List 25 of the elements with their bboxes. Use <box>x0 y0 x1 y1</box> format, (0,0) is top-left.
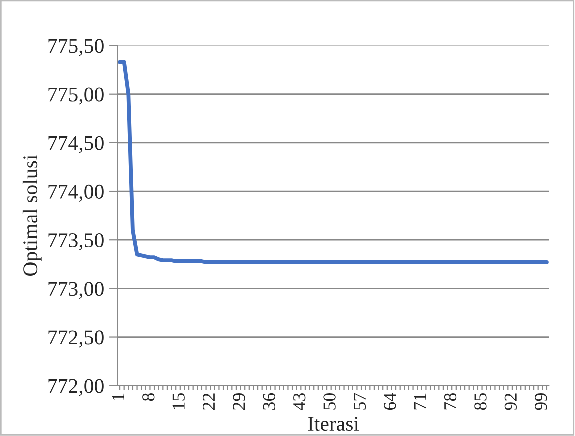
x-tick-label: 85 <box>474 394 487 410</box>
x-tick-label: 57 <box>354 393 366 410</box>
y-tick-label: 775,50 <box>48 39 104 56</box>
x-tick-label: 78 <box>444 393 457 410</box>
y-tick-label: 774,50 <box>48 136 104 154</box>
x-tick-label: 29 <box>233 394 246 410</box>
y-tick-label: 775,00 <box>48 88 104 105</box>
y-tick-label: 773,50 <box>48 233 104 251</box>
x-tick-label: 50 <box>324 393 336 410</box>
x-tick-label: 71 <box>414 394 426 410</box>
x-tick-label: 92 <box>504 394 517 410</box>
y-axis-title: Optimal solusi <box>22 155 42 276</box>
x-tick-label: 43 <box>294 394 306 411</box>
x-tick-label: 8 <box>142 393 155 402</box>
y-tick-label: 774,00 <box>48 184 104 202</box>
x-tick-label: 64 <box>384 393 396 410</box>
x-tick-label: 15 <box>172 394 185 410</box>
y-tick-label: 772,50 <box>48 330 104 348</box>
x-tick-label: 99 <box>535 394 548 410</box>
x-axis-title: Iterasi <box>308 417 360 432</box>
y-tick-label: 773,00 <box>48 282 104 300</box>
x-tick-label: 36 <box>263 393 276 410</box>
x-tick-label: 1 <box>112 394 124 400</box>
y-tick-label: 772,00 <box>48 379 104 396</box>
x-tick-label: 22 <box>202 394 215 410</box>
